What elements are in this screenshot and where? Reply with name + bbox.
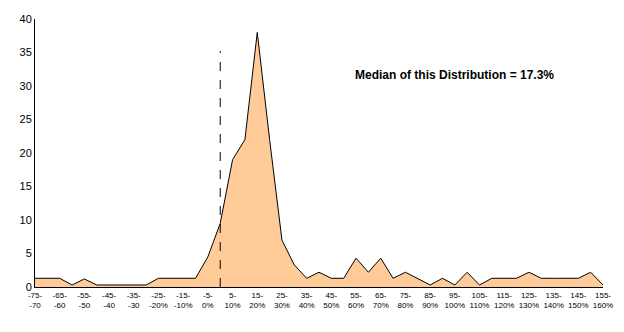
svg-text:Median of this Distribution =: Median of this Distribution = 17.3% (355, 68, 554, 82)
svg-text:-35--30: -35--30 (127, 291, 142, 310)
svg-text:135-140%: 135-140% (543, 291, 563, 310)
svg-text:-15--10%: -15--10% (174, 291, 193, 310)
svg-text:-75--70: -75--70 (28, 291, 43, 310)
svg-text:-65--60: -65--60 (53, 291, 68, 310)
svg-text:75-80%: 75-80% (397, 291, 413, 310)
svg-text:40: 40 (20, 13, 32, 25)
svg-text:65-70%: 65-70% (373, 291, 389, 310)
svg-text:5-10%: 5-10% (225, 291, 241, 310)
svg-text:-45--40: -45--40 (102, 291, 117, 310)
svg-text:35-40%: 35-40% (299, 291, 315, 310)
svg-text:-55--50: -55--50 (77, 291, 92, 310)
svg-text:30: 30 (20, 80, 32, 92)
svg-text:145-150%: 145-150% (568, 291, 588, 310)
svg-text:20: 20 (20, 147, 32, 159)
svg-text:25: 25 (20, 113, 32, 125)
svg-text:25-30%: 25-30% (274, 291, 290, 310)
svg-text:-5-0%: -5-0% (202, 291, 214, 310)
svg-text:155-160%: 155-160% (593, 291, 613, 310)
svg-text:85-90%: 85-90% (422, 291, 438, 310)
svg-text:55-60%: 55-60% (348, 291, 364, 310)
svg-text:10: 10 (20, 214, 32, 226)
svg-text:-25--20%: -25--20% (149, 291, 168, 310)
svg-text:105-110%: 105-110% (470, 291, 490, 310)
svg-text:5: 5 (26, 247, 32, 259)
svg-text:0: 0 (26, 281, 32, 293)
svg-text:15: 15 (20, 180, 32, 192)
svg-text:15-20%: 15-20% (249, 291, 265, 310)
svg-text:45-50%: 45-50% (323, 291, 339, 310)
svg-text:115-120%: 115-120% (494, 291, 514, 310)
svg-text:95-100%: 95-100% (445, 291, 465, 310)
svg-text:35: 35 (20, 46, 32, 58)
svg-text:125-130%: 125-130% (519, 291, 539, 310)
